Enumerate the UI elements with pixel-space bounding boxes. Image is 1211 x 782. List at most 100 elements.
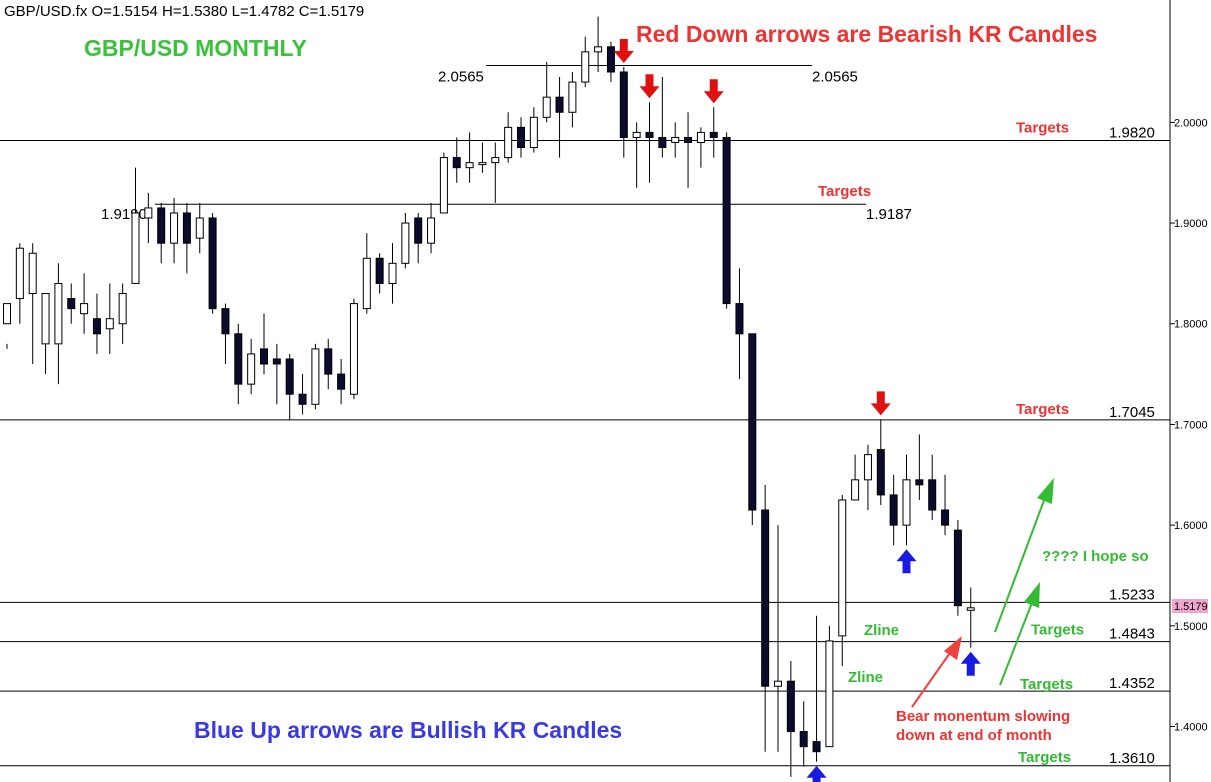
- bearish-candle: [722, 136, 731, 305]
- bearish-kr-arrow: [870, 391, 891, 416]
- zline-label-lower: Zline: [848, 669, 883, 686]
- bearish-candle: [941, 509, 950, 526]
- bullish-candle: [594, 46, 603, 53]
- bullish-candle: [568, 81, 577, 113]
- level-label: 1.9187: [866, 206, 912, 223]
- bullish-candle: [15, 247, 24, 300]
- bearish-candle: [260, 348, 268, 365]
- targets-label: Targets: [1016, 401, 1069, 418]
- bullish-candle: [851, 479, 860, 501]
- bullish-kr-arrow: [896, 549, 917, 574]
- bullish-candle: [632, 131, 641, 138]
- price-tick-label: 1.8000: [1174, 319, 1208, 331]
- bullish-candle: [349, 303, 358, 395]
- bearish-candle: [272, 358, 281, 365]
- bearish-candle: [658, 136, 667, 149]
- bullish-candle: [247, 353, 256, 385]
- bullish-candle: [388, 262, 397, 284]
- current-price-label: 1.5179: [1174, 601, 1208, 613]
- bullish-note: Blue Up arrows are Bullish KR Candles: [194, 717, 622, 743]
- bullish-candle: [838, 499, 847, 637]
- price-tick-label: 1.5000: [1174, 621, 1208, 633]
- bearish-candle: [221, 308, 230, 335]
- bullish-kr-arrow: [806, 765, 827, 782]
- bearish-candle: [645, 131, 654, 138]
- bullish-candle: [696, 131, 705, 143]
- bearish-candle: [619, 71, 628, 138]
- bearish-kr-arrow: [613, 38, 634, 63]
- bearish-candle: [735, 303, 744, 335]
- bearish-kr-arrow: [639, 74, 660, 99]
- level-label: 1.4352: [1109, 675, 1155, 692]
- bearish-note: Red Down arrows are Bearish KR Candles: [636, 21, 1097, 47]
- targets-label: Targets: [1020, 676, 1073, 693]
- bearish-candle: [812, 741, 821, 753]
- momentum-note-line2: down at end of month: [896, 727, 1052, 744]
- price-tick-label: 1.7000: [1174, 419, 1208, 431]
- bullish-candle: [195, 217, 204, 239]
- level-label: 1.9190: [101, 206, 147, 223]
- level-label: 1.5233: [1109, 586, 1155, 603]
- bullish-candle: [170, 212, 179, 244]
- bearish-candle: [928, 479, 937, 511]
- bullish-candle: [131, 212, 140, 284]
- chart-title: GBP/USD MONTHLY: [84, 35, 307, 61]
- price-tick-label: 1.9000: [1174, 218, 1208, 230]
- hope-arrows: [994, 478, 1054, 686]
- bullish-candle: [118, 293, 127, 325]
- bullish-candle: [105, 318, 114, 330]
- momentum-note-line1: Bear monentum slowing: [896, 708, 1070, 725]
- bearish-candle: [889, 494, 898, 526]
- bullish-candle: [80, 303, 89, 315]
- level-label: 1.3610: [1109, 750, 1155, 767]
- bearish-candle: [234, 333, 243, 385]
- hope-note: ???? I hope so: [1042, 548, 1149, 565]
- bullish-candle: [902, 479, 911, 526]
- bullish-candle: [542, 96, 551, 118]
- targets-label: Targets: [1016, 119, 1069, 136]
- bearish-candle: [953, 529, 962, 607]
- bullish-candle: [41, 293, 50, 345]
- bullish-candle: [504, 126, 513, 159]
- bearish-candle: [799, 731, 808, 748]
- targets-label: Targets: [818, 183, 871, 200]
- level-label: 1.4843: [1109, 626, 1155, 643]
- bullish-candle: [581, 51, 590, 83]
- price-tick-label: 2.0000: [1174, 117, 1208, 129]
- bullish-candle: [671, 136, 680, 143]
- bearish-candle: [684, 136, 693, 143]
- bullish-candle: [774, 680, 782, 687]
- price-tick-label: 1.6000: [1174, 520, 1208, 532]
- bullish-candle: [28, 252, 37, 295]
- bearish-candle: [709, 131, 718, 138]
- bearish-candle: [517, 126, 525, 149]
- bullish-candle: [311, 348, 320, 405]
- bullish-candle: [491, 157, 500, 164]
- price-tick-label: 1.4000: [1174, 722, 1208, 734]
- bullish-candle: [966, 607, 975, 611]
- current-price-tag: [1172, 599, 1208, 613]
- bearish-candle: [452, 157, 461, 169]
- bearish-candle: [761, 509, 770, 687]
- bearish-candle: [337, 373, 346, 390]
- bullish-candle: [478, 162, 487, 166]
- bearish-kr-arrow: [703, 79, 724, 104]
- symbol-header: GBP/USD.fx O=1.5154 H=1.5380 L=1.4782 C=…: [4, 3, 364, 20]
- bearish-candle: [157, 207, 166, 244]
- price-ticks: 2.0000 1.9000 1.8000 1.7000 1.6000 1.5000 1.40…: [1170, 117, 1208, 734]
- bullish-candle: [3, 303, 11, 325]
- momentum-arrow: [911, 636, 962, 708]
- bearish-candle: [414, 217, 423, 244]
- kr-arrows: [613, 38, 981, 782]
- bearish-candle: [606, 46, 615, 73]
- bearish-candle: [786, 680, 795, 733]
- bearish-candle: [748, 333, 757, 511]
- bearish-candle: [876, 449, 885, 496]
- level-label-right: 2.0565: [812, 68, 858, 85]
- bearish-candle: [324, 348, 333, 375]
- bullish-candle: [401, 222, 410, 264]
- level-label-left: 2.0565: [438, 68, 484, 85]
